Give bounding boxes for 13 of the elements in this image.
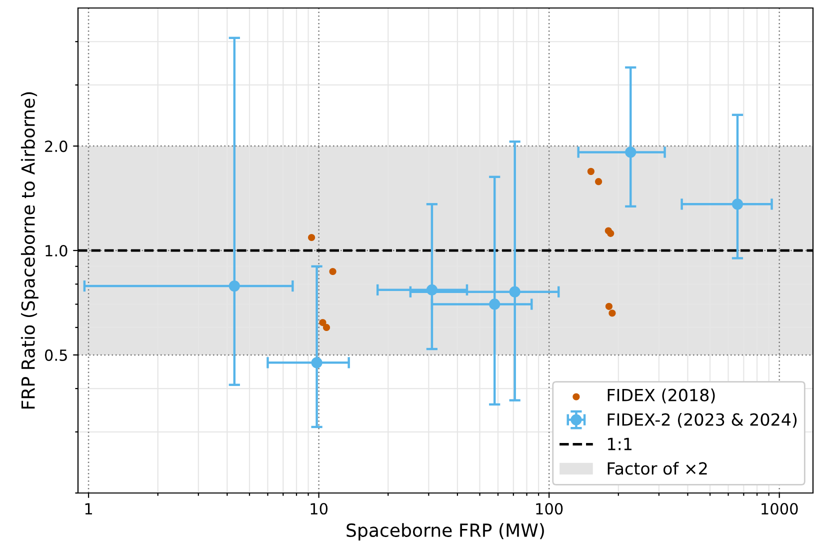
y-tick-label: 0.5 (44, 349, 67, 361)
legend-label: Factor of ×2 (608, 462, 707, 475)
x-axis-title: Spaceborne FRP (MW) (346, 523, 544, 541)
legend-label: FIDEX (2018) (608, 388, 715, 404)
x-tick-label: 1000 (762, 502, 798, 515)
x-tick-label: 1 (85, 503, 92, 514)
x-tick-label: 10 (310, 502, 328, 515)
legend-label: FIDEX-2 (2023 & 2024) (608, 412, 797, 428)
x-tick-label: 100 (536, 502, 563, 515)
y-axis-title: FRP Ratio (Spaceborne to Airborne) (20, 92, 38, 408)
legend-label: 1:1 (608, 438, 632, 450)
y-tick-label: 2.0 (45, 140, 68, 152)
y-tick-label: 1.0 (46, 244, 68, 257)
